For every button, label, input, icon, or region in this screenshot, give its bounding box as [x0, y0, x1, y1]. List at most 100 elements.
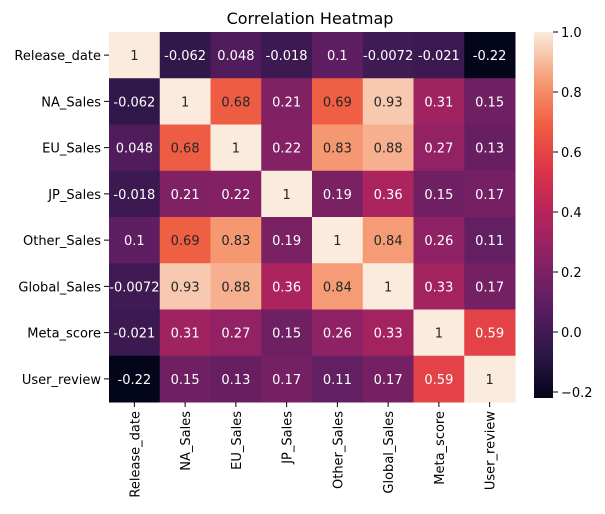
- cell-value-label: 0.33: [374, 327, 403, 342]
- heatmap-cell: [109, 263, 161, 310]
- cell-value-label: 0.33: [424, 280, 453, 295]
- cell-value-label: 0.21: [272, 95, 301, 110]
- cell-value-label: 0.68: [171, 142, 200, 157]
- cell-value-label: -0.018: [113, 188, 155, 203]
- cell-value-label: 0.93: [374, 95, 403, 110]
- cell-value-label: -0.062: [113, 95, 155, 110]
- cell-value-label: 0.19: [272, 234, 301, 249]
- cell-value-label: 0.1: [327, 49, 348, 64]
- heatmap-cell: [413, 217, 465, 264]
- cell-value-label: 1: [181, 95, 189, 110]
- y-tick-label: Meta_score: [27, 327, 101, 342]
- heatmap-cell: [312, 32, 364, 79]
- heatmap-cell: [413, 32, 465, 79]
- heatmap-cell: [362, 263, 414, 310]
- cell-value-label: 1: [384, 280, 392, 295]
- heatmap-cell: [413, 170, 465, 218]
- heatmap-cell: [210, 263, 262, 310]
- cell-value-label: 0.27: [221, 327, 250, 342]
- y-tick-label: JP_Sales: [47, 188, 101, 203]
- cell-value-label: 1: [485, 373, 493, 388]
- heatmap-cell: [464, 217, 516, 264]
- heatmap-cell: [261, 124, 313, 172]
- cell-value-label: 0.15: [272, 327, 301, 342]
- heatmap-cell: [464, 78, 516, 125]
- cell-value-label: -0.0072: [363, 49, 413, 64]
- heatmap-cell: [261, 32, 313, 79]
- cell-value-label: 0.11: [475, 234, 504, 249]
- heatmap-cell: [413, 309, 465, 357]
- heatmap-cell: [210, 170, 262, 218]
- heatmap-cell: [159, 124, 211, 172]
- cell-value-label: 0.21: [171, 188, 200, 203]
- cell-value-label: 1: [282, 188, 290, 203]
- x-tick-label: User_review: [484, 411, 499, 490]
- heatmap-cell: [362, 217, 414, 264]
- x-tick-label: EU_Sales: [230, 411, 245, 470]
- cell-value-label: 0.048: [116, 142, 153, 157]
- colorbar-tick-label: 0.6: [561, 146, 582, 161]
- cell-value-label: 1: [333, 234, 341, 249]
- cell-value-label: 0.26: [323, 327, 352, 342]
- heatmap-cell: [159, 263, 211, 310]
- colorbar-gradient: [534, 32, 553, 398]
- heatmap-cell: [312, 78, 364, 125]
- cell-value-label: 0.59: [475, 327, 504, 342]
- cell-value-label: 0.22: [272, 142, 301, 157]
- cell-value-label: -0.22: [473, 49, 507, 64]
- heatmap-cell: [210, 32, 262, 79]
- colorbar-tick-label: 0.8: [561, 86, 582, 101]
- cell-value-label: 1: [130, 49, 138, 64]
- colorbar-tick-label: 0.2: [561, 266, 582, 281]
- heatmap-cell: [159, 309, 211, 357]
- heatmap-cell: [312, 217, 364, 264]
- cell-value-label: 0.59: [424, 373, 453, 388]
- heatmap-cell: [210, 309, 262, 357]
- x-tick-label: Other_Sales: [331, 411, 346, 489]
- cell-value-label: 0.69: [323, 95, 352, 110]
- cell-value-label: 0.13: [221, 373, 250, 388]
- cell-value-label: 1: [232, 142, 240, 157]
- chart-title: Correlation Heatmap: [227, 9, 394, 28]
- cell-value-label: 0.26: [424, 234, 453, 249]
- cell-value-label: 0.93: [171, 280, 200, 295]
- cell-value-label: 0.31: [424, 95, 453, 110]
- y-tick-label: NA_Sales: [41, 95, 101, 110]
- heatmap-cell: [109, 170, 161, 218]
- heatmap-cells: 1 -0.062 0.048 -0.018 0.1 -0.0072 -0.021 -0.22 -…: [109, 32, 516, 403]
- heatmap-cell: [261, 170, 313, 218]
- row-labels: Release_date NA_Sales EU_Sales JP_Sales Othe…: [14, 49, 109, 388]
- x-tick-label: NA_Sales: [179, 411, 194, 471]
- column-labels: Release_date NA_Sales EU_Sales JP_Sales Othe…: [128, 402, 499, 498]
- y-tick-label: Global_Sales: [18, 280, 101, 295]
- cell-value-label: 0.17: [272, 373, 301, 388]
- x-tick-label: Meta_score: [433, 411, 448, 485]
- heatmap-cell: [109, 355, 161, 403]
- heatmap-cell: [464, 355, 516, 403]
- cell-value-label: -0.22: [118, 373, 152, 388]
- heatmap-cell: [159, 170, 211, 218]
- heatmap-cell: [159, 78, 211, 125]
- cell-value-label: 0.36: [272, 280, 301, 295]
- heatmap-cell: [464, 124, 516, 172]
- heatmap-cell: [362, 170, 414, 218]
- cell-value-label: 0.69: [171, 234, 200, 249]
- heatmap-cell: [261, 309, 313, 357]
- cell-value-label: 0.15: [171, 373, 200, 388]
- heatmap-cell: [159, 217, 211, 264]
- heatmap-cell: [109, 217, 161, 264]
- heatmap-cell: [312, 124, 364, 172]
- y-tick-label: EU_Sales: [42, 142, 101, 157]
- cell-value-label: 0.15: [475, 95, 504, 110]
- colorbar-tick-label: 1.0: [561, 26, 582, 41]
- heatmap-cell: [413, 78, 465, 125]
- cell-value-label: 0.17: [374, 373, 403, 388]
- heatmap-cell: [261, 217, 313, 264]
- heatmap-cell: [312, 263, 364, 310]
- heatmap-cell: [464, 32, 516, 79]
- cell-value-label: -0.021: [113, 327, 155, 342]
- heatmap-cell: [261, 263, 313, 310]
- cell-value-label: 1: [435, 327, 443, 342]
- cell-value-label: -0.0072: [109, 280, 159, 295]
- heatmap-cell: [261, 355, 313, 403]
